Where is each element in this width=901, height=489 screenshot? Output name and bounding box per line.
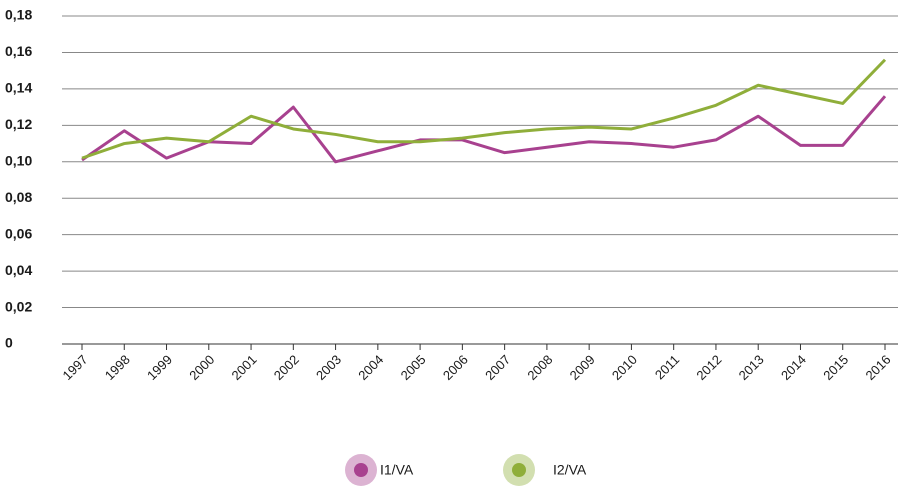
- x-tick-label: 2012: [693, 352, 724, 383]
- legend-label: I2/VA: [553, 462, 587, 478]
- y-tick-label: 0,12: [5, 116, 32, 132]
- x-tick-label: 2016: [862, 352, 893, 383]
- x-tick-label: 2003: [313, 352, 344, 383]
- x-tick-label: 2011: [652, 352, 682, 382]
- x-tick-label: 1997: [59, 352, 90, 383]
- x-tick-label: 2001: [229, 352, 260, 383]
- y-tick-label: 0,02: [5, 298, 32, 314]
- x-tick-label: 2013: [736, 352, 767, 383]
- y-tick-label: 0,18: [5, 7, 32, 23]
- x-tick-label: 2005: [398, 352, 429, 383]
- y-tick-label: 0,14: [5, 80, 32, 96]
- y-tick-label: 0,06: [5, 225, 32, 241]
- x-tick-label: 2000: [186, 352, 217, 383]
- x-tick-label: 2004: [355, 352, 386, 383]
- x-tick-label: 2010: [609, 352, 640, 383]
- line-series: [81, 95, 887, 164]
- x-tick-label: 2008: [524, 352, 555, 383]
- x-tick-label: 2015: [820, 352, 851, 383]
- x-tick-label: 2009: [567, 352, 598, 383]
- y-tick-label: 0,08: [5, 189, 32, 205]
- x-tick-label: 2002: [271, 352, 302, 383]
- legend-label: I1/VA: [380, 462, 414, 478]
- line-series: [81, 58, 887, 160]
- y-tick-label: 0,10: [5, 152, 32, 168]
- x-tick-label: 2014: [778, 352, 809, 383]
- x-tick-label: 2006: [440, 352, 471, 383]
- y-tick-label: 0,16: [5, 43, 32, 59]
- x-tick-label: 2007: [482, 352, 513, 383]
- y-tick-label: 0,04: [5, 262, 32, 278]
- x-tick-label: 1998: [102, 352, 133, 383]
- legend-marker: [512, 463, 526, 477]
- x-tick-label: 1999: [144, 352, 175, 383]
- y-tick-label: 0: [5, 335, 13, 351]
- legend-marker: [354, 463, 368, 477]
